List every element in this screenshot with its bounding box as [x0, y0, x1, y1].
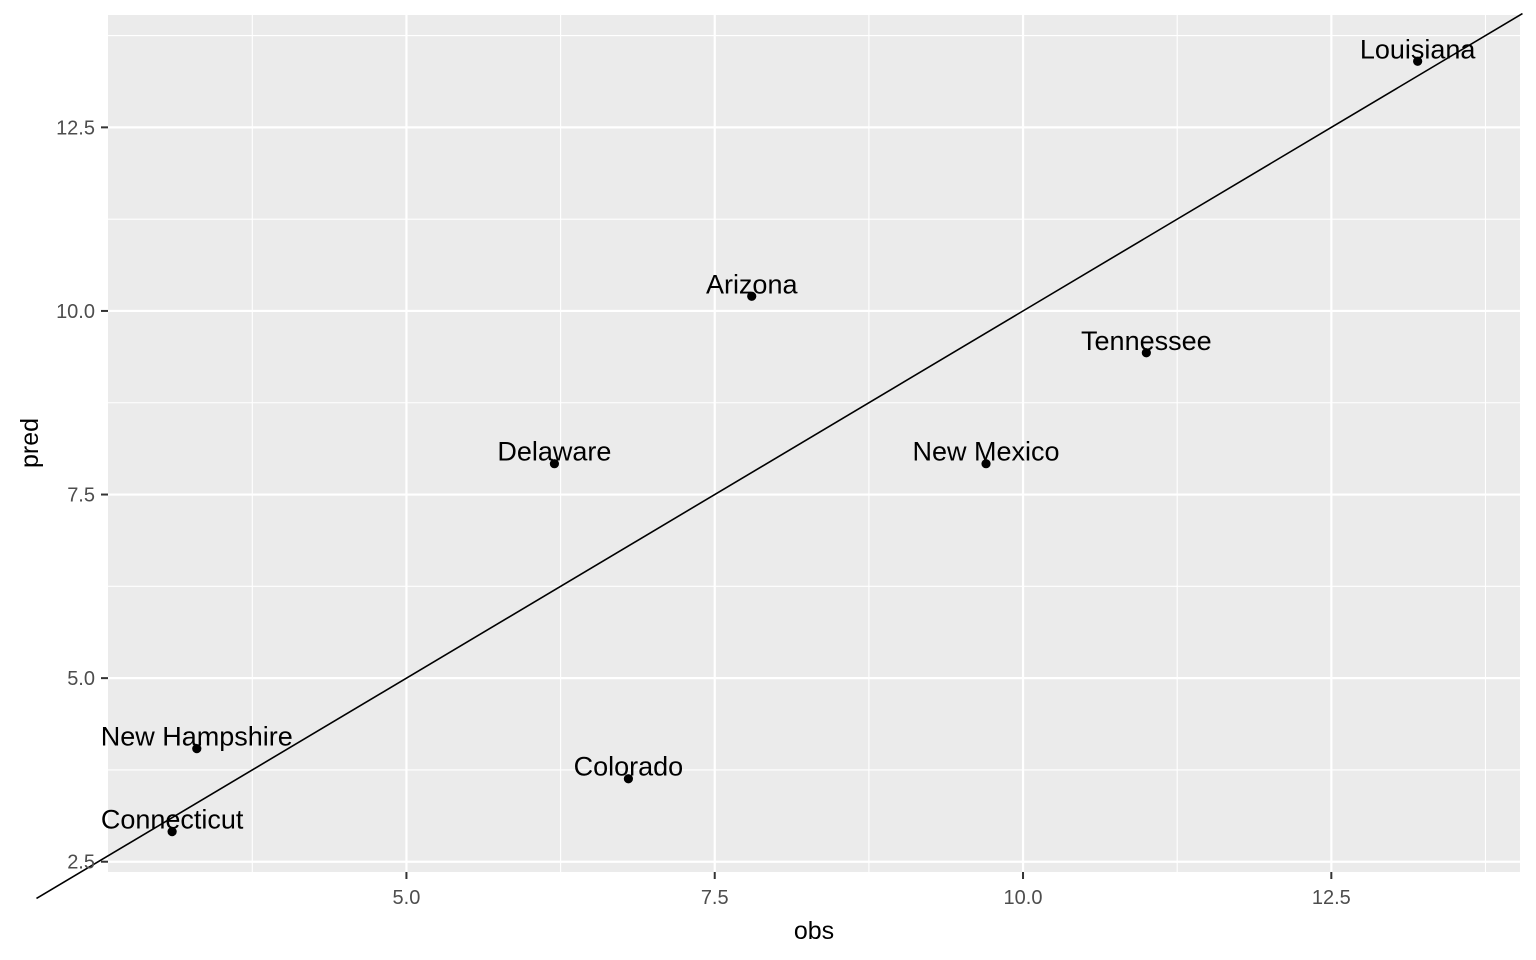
data-point	[549, 459, 560, 469]
point-label: New Mexico	[913, 437, 1060, 467]
data-point	[1141, 348, 1151, 358]
x-axis: 5.0 7.5 10.0 12.5	[393, 872, 1351, 909]
y-tick-label: 2.5	[67, 852, 95, 874]
x-axis-title: obs	[794, 917, 834, 945]
point-label: Delaware	[497, 437, 611, 467]
point-label: Louisiana	[1360, 34, 1477, 64]
y-tick-label: 10.0	[56, 301, 95, 323]
data-point	[981, 459, 991, 469]
major-gridlines	[108, 15, 1520, 872]
x-tick-label: 12.5	[1312, 887, 1351, 909]
reference-line-layer	[36, 12, 1523, 900]
data-point	[623, 774, 634, 784]
point-label: New Hampshire	[101, 722, 293, 752]
x-tick-label: 5.0	[393, 887, 421, 909]
minor-gridlines	[108, 15, 1520, 872]
y-axis: 2.5 5.0 7.5 10.0 12.5	[56, 117, 108, 874]
points-layer	[167, 56, 1423, 837]
point-label: Tennessee	[1081, 326, 1212, 356]
data-point	[192, 744, 202, 754]
data-point	[747, 291, 757, 301]
data-point	[1413, 56, 1423, 66]
y-axis-title: pred	[16, 418, 44, 468]
point-label: Arizona	[706, 269, 799, 299]
x-tick-label: 7.5	[701, 887, 729, 909]
point-label: Connecticut	[101, 805, 244, 835]
point-label: Colorado	[574, 752, 684, 782]
y-tick-label: 5.0	[67, 668, 95, 690]
plot-panel	[108, 15, 1520, 872]
data-point	[167, 827, 177, 837]
x-tick-label: 10.0	[1004, 887, 1043, 909]
y-tick-label: 7.5	[67, 485, 95, 507]
identity-reference-line	[36, 12, 1523, 900]
point-labels-layer: Louisiana Arizona Tennessee Delaware New Mex…	[101, 34, 1477, 834]
y-tick-label: 12.5	[56, 117, 95, 139]
